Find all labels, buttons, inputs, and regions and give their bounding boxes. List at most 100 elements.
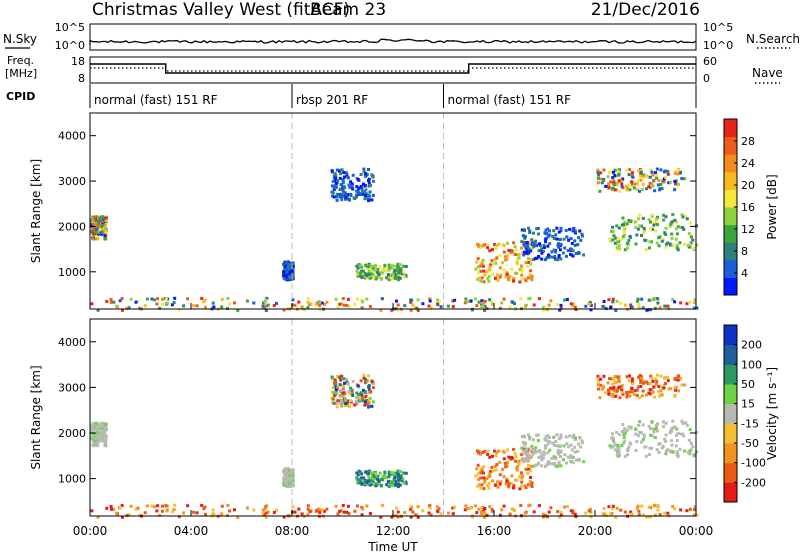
echo-cell (497, 242, 501, 246)
echo-cell (617, 433, 621, 437)
echo-cell (581, 441, 584, 445)
x-axis-ticks: 00:00 04:00 08:00 12:00 16:00 20:00 00:00 (73, 524, 714, 538)
echo-cell (202, 300, 206, 304)
echo-cell (415, 513, 419, 517)
echo-cell (436, 302, 440, 306)
echo-cell (477, 271, 481, 275)
echo-cell (654, 217, 658, 221)
echo-cell (542, 246, 546, 249)
echo-cell (363, 391, 367, 394)
echo-cell (664, 439, 668, 443)
echo-cell (546, 434, 550, 438)
echo-cell (369, 269, 373, 273)
echo-cell (397, 483, 401, 486)
echo-cell (604, 184, 608, 188)
echo-cell (371, 175, 375, 179)
echo-cell (667, 387, 671, 391)
echo-cell (613, 174, 617, 177)
echo-cell (508, 457, 512, 461)
echo-cell (346, 399, 349, 403)
echo-cell (653, 436, 657, 440)
echo-cell (376, 474, 380, 478)
echo-cell (334, 297, 338, 301)
echo-cell (617, 378, 621, 382)
echo-cell (340, 195, 344, 199)
echo-cell (552, 237, 556, 240)
echo-cell (630, 512, 634, 516)
echo-cell (368, 276, 372, 280)
echo-cell (613, 188, 617, 192)
echo-cell (103, 234, 107, 238)
echo-cell (453, 298, 457, 302)
echo-cell (103, 216, 107, 220)
colorbar-tick-label: 16 (741, 201, 755, 214)
echo-cell (557, 437, 561, 441)
echo-cell (338, 302, 342, 306)
echo-cell (402, 471, 406, 475)
echo-cell (623, 248, 627, 252)
echo-cell (647, 218, 651, 222)
echo-cell (505, 257, 509, 261)
echo-cell (340, 389, 344, 393)
echo-cell (370, 272, 374, 275)
echo-cell (631, 174, 634, 178)
echo-cell (451, 305, 455, 309)
echo-cell (387, 485, 391, 488)
echo-cell (662, 425, 666, 428)
echo-cell (524, 261, 528, 265)
echo-cell (355, 476, 359, 480)
echo-cell (671, 450, 675, 454)
echo-cell (290, 476, 293, 480)
echo-cell (400, 479, 404, 483)
echo-cell (395, 506, 398, 510)
echo-cell (639, 224, 643, 228)
echo-cell (261, 301, 265, 305)
echo-cell (378, 264, 382, 268)
echo-cell (515, 478, 519, 482)
echo-cell (332, 391, 336, 394)
echo-cell (493, 276, 497, 280)
echo-cell (625, 448, 629, 452)
echo-cell (404, 265, 408, 268)
echo-cell (381, 478, 385, 482)
echo-cell (540, 247, 544, 251)
echo-cell (513, 451, 517, 455)
echo-cell (533, 449, 537, 453)
echo-cell (103, 223, 107, 227)
echo-cell (212, 305, 216, 309)
echo-cell (364, 470, 368, 474)
echo-cell (599, 171, 603, 175)
echo-cell (95, 219, 99, 223)
echo-cell (675, 243, 679, 247)
echo-cell (558, 308, 562, 312)
echo-cell (361, 388, 365, 392)
echo-cell (639, 174, 643, 178)
echo-cell (601, 304, 605, 308)
echo-cell (611, 507, 615, 511)
echo-cell (342, 377, 346, 381)
echo-cell (574, 229, 577, 233)
echo-cell (551, 255, 555, 259)
echo-cell (284, 271, 288, 275)
echo-cell (630, 377, 634, 381)
echo-cell (519, 297, 523, 301)
echo-cell (662, 420, 665, 424)
echo-cell (685, 509, 689, 513)
echo-cell (634, 432, 638, 436)
echo-cell (658, 442, 662, 446)
echo-cell (689, 442, 693, 446)
echo-cell (630, 390, 634, 394)
echo-cell (282, 480, 286, 483)
echo-cell (342, 171, 346, 174)
echo-cell (143, 304, 147, 308)
echo-cell (493, 243, 497, 246)
echo-cell (363, 403, 367, 407)
echo-cell (512, 447, 516, 451)
echo-cell (266, 303, 270, 307)
echo-cell (547, 510, 551, 514)
echo-cell (508, 512, 512, 516)
echo-cell (502, 450, 506, 454)
echo-cell (652, 179, 656, 183)
echo-cell (535, 433, 539, 437)
echo-cell (625, 375, 629, 379)
